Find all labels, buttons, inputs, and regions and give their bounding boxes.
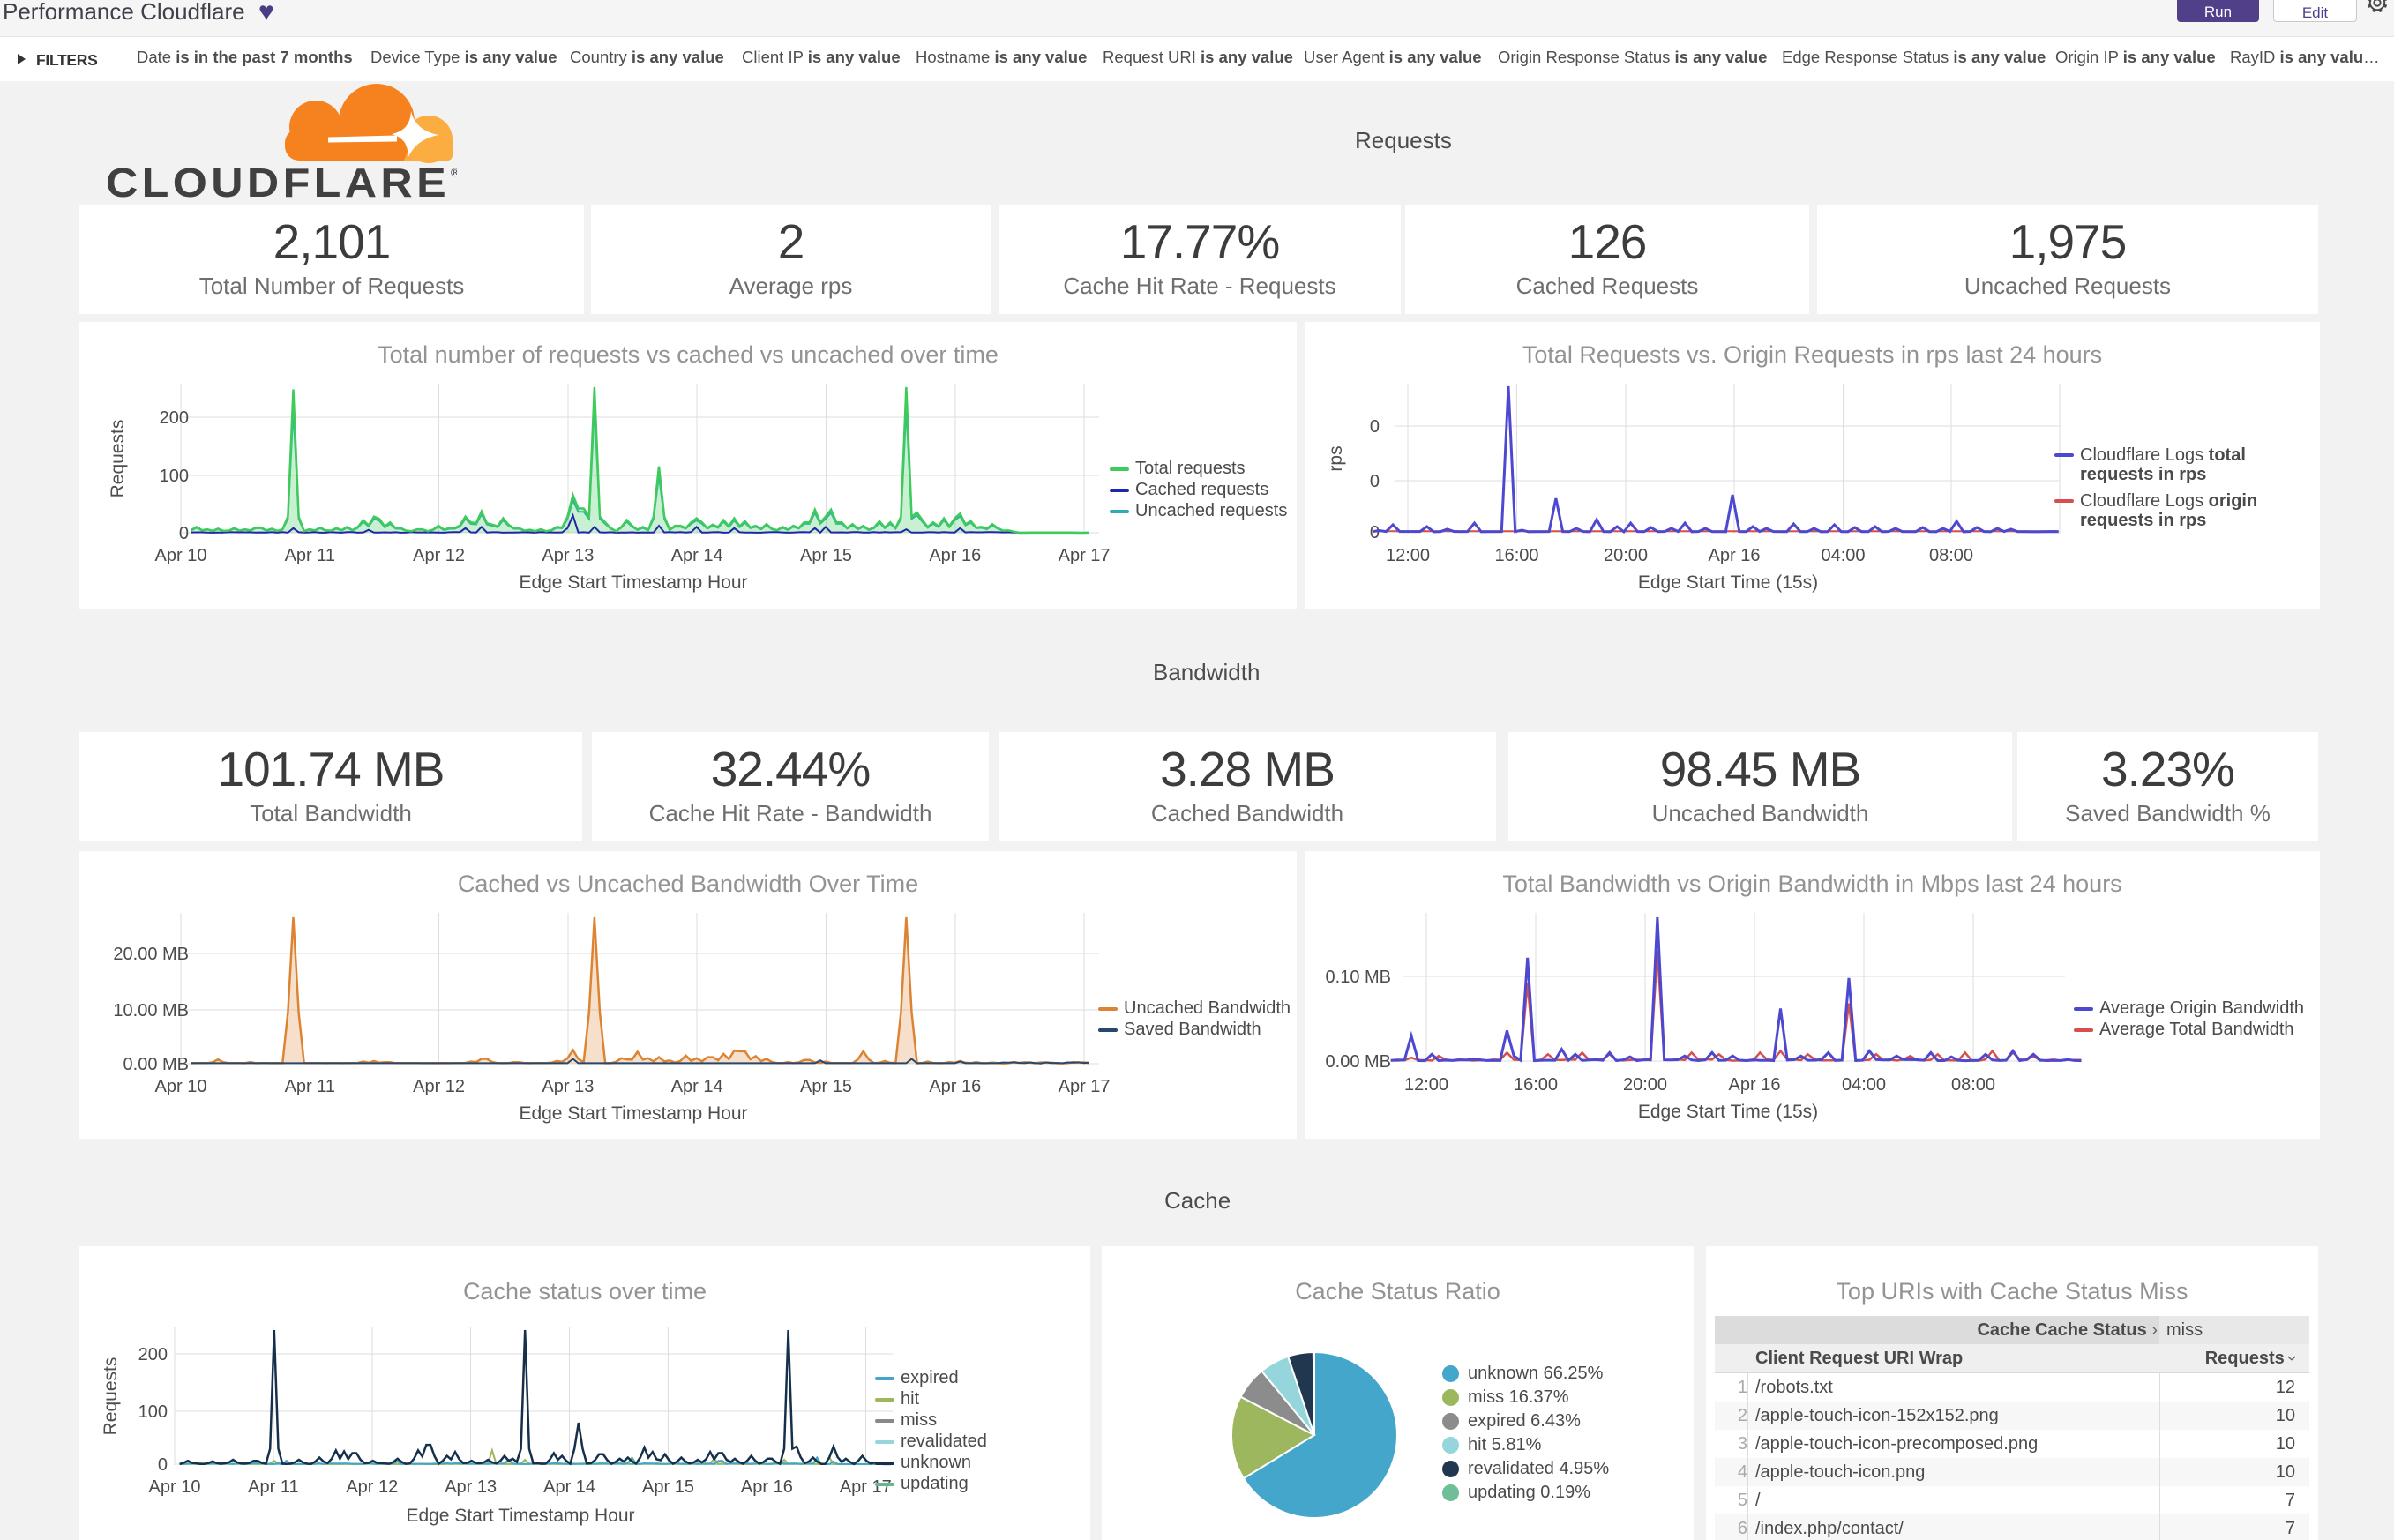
svg-text:Apr 10: Apr 10 (155, 546, 207, 565)
svg-text:0: 0 (158, 1455, 168, 1475)
svg-text:Apr 12: Apr 12 (346, 1477, 398, 1497)
svg-text:Apr 11: Apr 11 (248, 1477, 298, 1497)
svg-text:Apr 11: Apr 11 (285, 1077, 335, 1096)
svg-text:rps: rps (1326, 445, 1346, 471)
svg-text:04:00: 04:00 (1821, 546, 1865, 565)
svg-text:16:00: 16:00 (1514, 1075, 1558, 1095)
svg-text:Apr 17: Apr 17 (1059, 1077, 1111, 1096)
svg-text:16:00: 16:00 (1494, 546, 1538, 565)
svg-text:Apr 13: Apr 13 (542, 1077, 594, 1096)
svg-text:Edge Start Timestamp Hour: Edge Start Timestamp Hour (406, 1506, 634, 1526)
svg-text:Apr 17: Apr 17 (840, 1477, 892, 1497)
svg-text:Apr 16: Apr 16 (1709, 546, 1761, 565)
svg-text:Apr 16: Apr 16 (929, 546, 981, 565)
svg-text:Apr 14: Apr 14 (671, 1077, 723, 1096)
svg-text:100: 100 (138, 1402, 168, 1422)
svg-text:Apr 12: Apr 12 (413, 546, 465, 565)
svg-text:0: 0 (1370, 472, 1380, 491)
svg-text:Edge Start Timestamp Hour: Edge Start Timestamp Hour (519, 572, 747, 593)
svg-text:0: 0 (1370, 417, 1380, 437)
svg-text:Apr 10: Apr 10 (155, 1077, 207, 1096)
svg-text:Edge Start Time (15s): Edge Start Time (15s) (1638, 572, 1818, 593)
svg-text:0.00 MB: 0.00 MB (1326, 1052, 1391, 1072)
svg-text:0: 0 (1370, 523, 1380, 542)
svg-text:Apr 11: Apr 11 (285, 546, 335, 565)
svg-text:20.00 MB: 20.00 MB (113, 945, 189, 964)
svg-text:®: ® (451, 165, 457, 179)
svg-text:Apr 13: Apr 13 (445, 1477, 497, 1497)
svg-text:Requests: Requests (108, 420, 128, 498)
svg-text:Apr 12: Apr 12 (413, 1077, 465, 1096)
svg-text:200: 200 (160, 408, 189, 428)
svg-text:Apr 17: Apr 17 (1059, 546, 1111, 565)
svg-text:Apr 13: Apr 13 (542, 546, 594, 565)
svg-text:10.00 MB: 10.00 MB (113, 1001, 189, 1020)
svg-text:Apr 16: Apr 16 (1729, 1075, 1781, 1095)
svg-text:Apr 14: Apr 14 (543, 1477, 595, 1497)
svg-text:Edge Start Timestamp Hour: Edge Start Timestamp Hour (519, 1103, 747, 1124)
svg-text:Edge Start Time (15s): Edge Start Time (15s) (1638, 1102, 1818, 1122)
svg-text:0.00 MB: 0.00 MB (123, 1055, 189, 1074)
svg-text:Apr 16: Apr 16 (741, 1477, 793, 1497)
svg-text:12:00: 12:00 (1404, 1075, 1448, 1095)
svg-text:0: 0 (179, 524, 189, 543)
svg-text:20:00: 20:00 (1623, 1075, 1667, 1095)
svg-text:Apr 10: Apr 10 (149, 1477, 201, 1497)
svg-text:CLOUDFLARE: CLOUDFLARE (106, 160, 450, 203)
svg-text:20:00: 20:00 (1604, 546, 1648, 565)
svg-text:Apr 15: Apr 15 (800, 546, 852, 565)
svg-text:Apr 14: Apr 14 (671, 546, 723, 565)
svg-text:100: 100 (160, 467, 189, 486)
svg-text:0.10 MB: 0.10 MB (1326, 968, 1391, 987)
svg-text:12:00: 12:00 (1386, 546, 1430, 565)
svg-text:08:00: 08:00 (1951, 1075, 1995, 1095)
svg-text:04:00: 04:00 (1842, 1075, 1886, 1095)
svg-text:08:00: 08:00 (1929, 546, 1973, 565)
svg-text:Apr 16: Apr 16 (929, 1077, 981, 1096)
svg-text:Requests: Requests (101, 1357, 121, 1436)
svg-text:Apr 15: Apr 15 (642, 1477, 694, 1497)
svg-text:200: 200 (138, 1345, 168, 1364)
svg-text:Apr 15: Apr 15 (800, 1077, 852, 1096)
